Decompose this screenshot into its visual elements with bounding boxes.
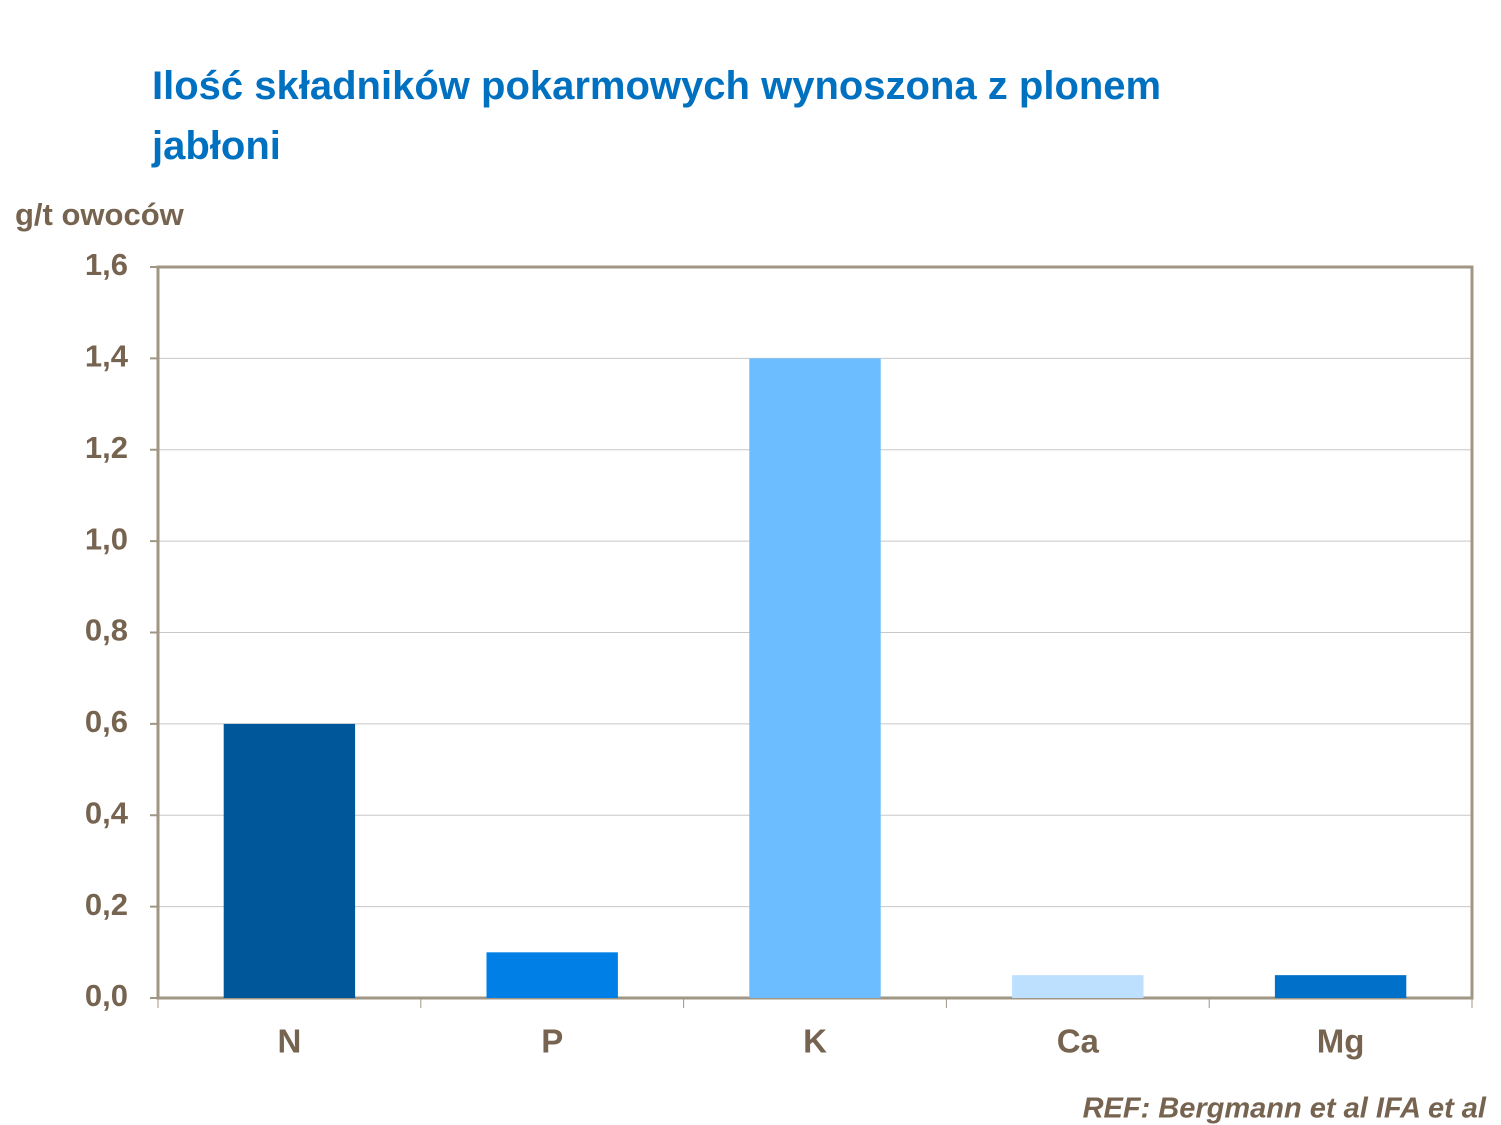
y-tick-label: 0,6 [85, 704, 128, 739]
y-tick-label: 1,6 [85, 247, 128, 282]
x-tick-label: K [803, 1023, 827, 1060]
y-axis-label: g/t owoców [15, 197, 185, 232]
x-tick-label: P [541, 1023, 563, 1060]
bar [1274, 975, 1407, 998]
x-tick-label: Mg [1317, 1023, 1365, 1060]
y-tick-label: 0,8 [85, 613, 128, 648]
y-tick-label: 1,0 [85, 521, 128, 556]
y-tick-label: 0,4 [85, 795, 129, 830]
x-tick-label: N [277, 1023, 301, 1060]
y-tick-label: 1,4 [85, 339, 129, 374]
x-tick-label: Ca [1057, 1023, 1100, 1060]
chart-title: Ilość składników pokarmowych wynoszona z… [152, 64, 1162, 168]
y-tick-label: 0,2 [85, 887, 128, 922]
bar [223, 723, 356, 998]
source-note: REF: Bergmann et al IFA et al [1083, 1093, 1487, 1125]
y-tick-label: 0,0 [85, 978, 128, 1013]
bar [486, 952, 618, 998]
y-tick-label: 1,2 [85, 430, 128, 465]
bar [749, 358, 881, 998]
bar [1012, 975, 1144, 998]
